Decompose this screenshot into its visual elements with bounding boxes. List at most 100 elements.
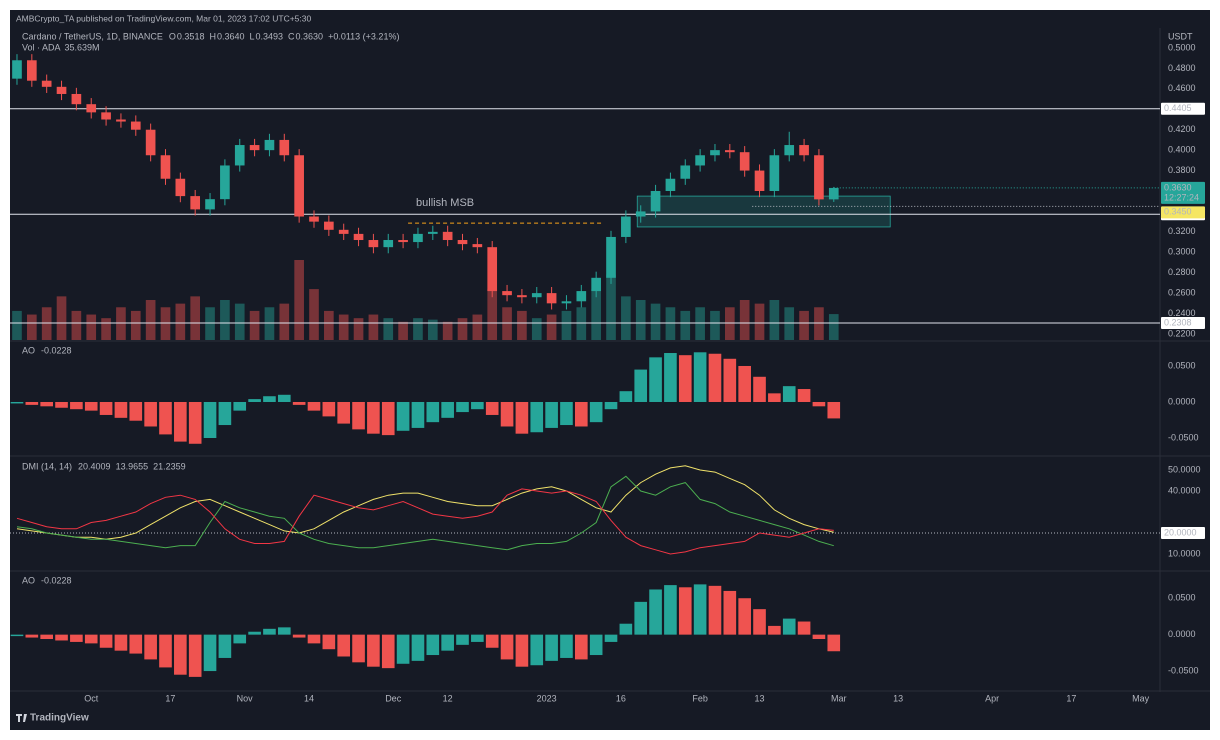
candle-body xyxy=(56,86,67,94)
volume-bar xyxy=(116,307,126,340)
ao-bar xyxy=(99,634,113,648)
x-tick-label: May xyxy=(1132,693,1150,703)
ao-bar xyxy=(277,627,291,635)
ao-bar xyxy=(203,634,217,672)
ao-bar xyxy=(782,618,796,635)
ao-bar xyxy=(25,401,39,405)
candle-body xyxy=(784,145,795,156)
ao-bar xyxy=(396,401,410,431)
x-tick-label: 17 xyxy=(1066,693,1076,703)
ao-bar xyxy=(708,585,722,635)
ao-bar xyxy=(545,634,558,661)
ao-bar xyxy=(381,401,395,436)
candle-body xyxy=(116,119,126,122)
candle-body xyxy=(101,112,111,120)
level-badge: 0.2308 xyxy=(1164,317,1192,327)
y-tick-label: 0.4600 xyxy=(1168,83,1196,93)
candle-body xyxy=(591,277,601,292)
pane-value: -0.0228 xyxy=(41,575,72,585)
candle-body xyxy=(710,150,720,156)
ao-bar xyxy=(426,634,440,656)
ao-bar xyxy=(292,401,306,405)
ao-bar xyxy=(337,401,351,424)
chart-background xyxy=(10,10,1210,730)
y-tick-label: -0.0500 xyxy=(1168,665,1199,675)
annotation-text: bullish MSB xyxy=(416,197,474,209)
candle-body xyxy=(145,129,156,156)
volume-bar xyxy=(309,289,319,340)
ao-bar xyxy=(159,401,172,435)
x-tick-label: 14 xyxy=(304,693,314,703)
candle-body xyxy=(294,155,304,217)
ao-bar xyxy=(144,634,157,660)
legend-change: +0.0113 (+3.21%) xyxy=(328,31,399,41)
price-badge: 0.3630 xyxy=(1164,182,1192,192)
ao-bar xyxy=(174,634,187,675)
ao-bar xyxy=(812,401,826,407)
volume-bar xyxy=(279,303,290,340)
ao-bar xyxy=(738,365,751,402)
level-badge-bg xyxy=(1161,316,1205,329)
legend-title: Cardano / TetherUS, 1D, BINANCE xyxy=(22,31,163,41)
candle-body xyxy=(546,293,557,304)
ao-bar xyxy=(277,394,291,402)
ao-bar xyxy=(485,401,499,415)
ao-bar xyxy=(367,401,380,434)
ao-bar xyxy=(174,401,187,442)
ao-bar xyxy=(797,621,811,635)
x-tick-label: Apr xyxy=(985,693,999,703)
y-tick-label: 40.0000 xyxy=(1168,485,1201,495)
ao-bar xyxy=(322,634,336,650)
volume-bar xyxy=(487,289,498,340)
price-unit: USDT xyxy=(1168,31,1193,41)
ao-bar xyxy=(352,634,365,663)
volume-bar xyxy=(324,310,334,340)
y-tick-label: 0.0500 xyxy=(1168,593,1196,603)
volume-bar xyxy=(41,307,52,340)
volume-bar xyxy=(249,310,260,340)
candle-body xyxy=(398,240,408,243)
volume-bar xyxy=(205,307,215,340)
pane-title: AO xyxy=(22,345,35,355)
ao-bar xyxy=(10,401,24,404)
ao-bar xyxy=(634,369,648,402)
candle-body xyxy=(502,291,512,296)
ao-bar xyxy=(664,353,677,402)
reference-badge: 20.0000 xyxy=(1164,527,1197,537)
candle-body xyxy=(472,244,483,248)
x-tick-label: Oct xyxy=(84,693,99,703)
volume-bar xyxy=(739,300,750,340)
price-badge-bg xyxy=(1161,181,1205,204)
ao-bar xyxy=(530,634,544,666)
ao-bar xyxy=(129,401,143,421)
ao-bar xyxy=(84,634,98,644)
volume-bar xyxy=(368,314,379,340)
ao-bar xyxy=(708,353,722,402)
support-zone xyxy=(636,195,891,228)
x-tick-label: 17 xyxy=(165,693,175,703)
volume-bar xyxy=(71,310,82,340)
volume-bar xyxy=(665,307,676,340)
volume-bar xyxy=(546,314,557,340)
volume-bar xyxy=(86,314,97,340)
ao-bar xyxy=(500,401,514,427)
ao-bar xyxy=(218,634,232,658)
pane-title: AO xyxy=(22,575,35,585)
candle-body xyxy=(487,247,498,292)
ao-bar xyxy=(456,634,469,645)
volume-bar xyxy=(799,310,809,340)
volume-bar xyxy=(427,319,438,340)
candle-body xyxy=(665,178,676,191)
candle-body xyxy=(12,60,22,79)
ao-bar xyxy=(396,634,410,664)
y-tick-label: 50.0000 xyxy=(1168,464,1201,474)
ao-bar xyxy=(114,634,128,651)
ao-bar xyxy=(753,609,766,635)
candle-body xyxy=(309,216,319,222)
ao-bar xyxy=(70,401,83,410)
x-tick-label: 12 xyxy=(443,693,453,703)
ao-bar xyxy=(664,585,677,635)
volume-bar xyxy=(724,307,735,340)
candle-body xyxy=(175,178,186,197)
candle-body xyxy=(427,231,438,234)
